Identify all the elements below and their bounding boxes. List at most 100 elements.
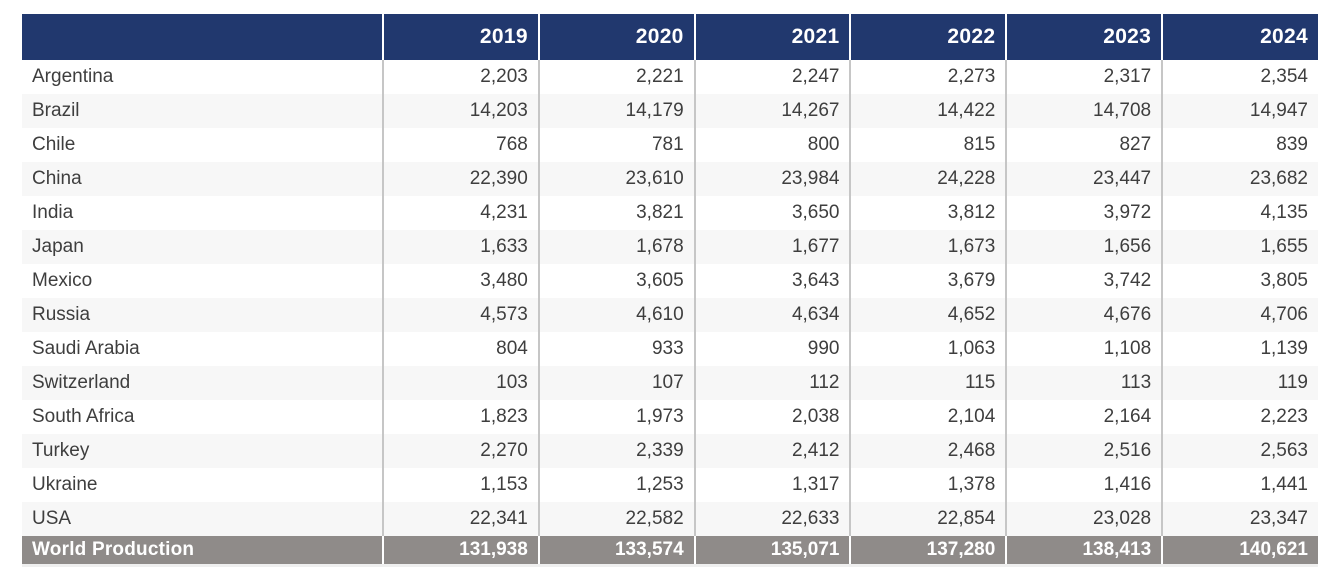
value-cell: 3,812 — [849, 196, 1007, 230]
value-cell: 14,947 — [1161, 94, 1318, 128]
table-footer: World Production 131,938 133,574 135,071 137… — [22, 536, 1318, 564]
value-cell: 4,610 — [537, 298, 695, 332]
total-value-cell: 137,280 — [849, 536, 1007, 564]
total-value-cell: 131,938 — [382, 536, 539, 564]
value-cell: 1,317 — [693, 468, 851, 502]
value-cell: 827 — [1005, 128, 1163, 162]
value-cell: 22,633 — [693, 502, 851, 536]
country-name-cell: India — [32, 202, 74, 223]
value-cell: 2,223 — [1161, 400, 1318, 434]
value-cell: 2,516 — [1005, 434, 1163, 468]
year-header-cell: 2019 — [382, 14, 539, 60]
value-cell: 3,650 — [693, 196, 851, 230]
country-row: Turkey 2,270 2,339 2,412 2,468 2,516 2,563 — [22, 434, 1318, 468]
value-cell: 3,679 — [849, 264, 1007, 298]
table-header: 2019 2020 2021 2022 2023 2024 — [22, 14, 1318, 60]
value-cell: 23,028 — [1005, 502, 1163, 536]
value-cell: 4,634 — [693, 298, 851, 332]
value-cell: 4,231 — [382, 196, 539, 230]
value-cell: 113 — [1005, 366, 1163, 400]
country-row: Saudi Arabia 804 933 990 1,063 1,108 1,139 — [22, 332, 1318, 366]
country-row: Japan 1,633 1,678 1,677 1,673 1,656 1,655 — [22, 230, 1318, 264]
year-header-cell: 2024 — [1161, 14, 1318, 60]
country-row: South Africa 1,823 1,973 2,038 2,104 2,164 2,2… — [22, 400, 1318, 434]
value-cell: 768 — [382, 128, 539, 162]
value-cell: 2,317 — [1005, 60, 1163, 94]
value-cell: 2,104 — [849, 400, 1007, 434]
value-cell: 2,247 — [693, 60, 851, 94]
production-table-container: 2019 2020 2021 2022 2023 2024 Argentina 2,203 2… — [22, 14, 1318, 567]
value-cell: 1,063 — [849, 332, 1007, 366]
value-cell: 1,416 — [1005, 468, 1163, 502]
value-cell: 1,655 — [1161, 230, 1318, 264]
value-cell: 1,678 — [537, 230, 695, 264]
value-cell: 14,203 — [382, 94, 539, 128]
value-cell: 3,742 — [1005, 264, 1163, 298]
value-cell: 839 — [1161, 128, 1318, 162]
country-name-cell: Mexico — [32, 270, 93, 291]
country-row: Russia 4,573 4,610 4,634 4,652 4,676 4,706 — [22, 298, 1318, 332]
value-cell: 1,677 — [693, 230, 851, 264]
year-header-cell: 2022 — [849, 14, 1007, 60]
value-cell: 3,972 — [1005, 196, 1163, 230]
value-cell: 23,447 — [1005, 162, 1163, 196]
country-name-cell: China — [32, 168, 82, 189]
year-header-cell: 2020 — [537, 14, 695, 60]
value-cell: 804 — [382, 332, 539, 366]
country-row: Chile 768 781 800 815 827 839 — [22, 128, 1318, 162]
country-name-cell: Turkey — [32, 440, 90, 461]
total-value-cell: 140,621 — [1161, 536, 1318, 564]
value-cell: 1,108 — [1005, 332, 1163, 366]
country-name-cell: Russia — [32, 304, 91, 325]
value-cell: 14,422 — [849, 94, 1007, 128]
corner-header-cell — [22, 14, 383, 60]
value-cell: 933 — [537, 332, 695, 366]
value-cell: 2,412 — [693, 434, 851, 468]
value-cell: 107 — [537, 366, 695, 400]
value-cell: 2,164 — [1005, 400, 1163, 434]
country-row: Switzerland 103 107 112 115 113 119 — [22, 366, 1318, 400]
value-cell: 112 — [693, 366, 851, 400]
country-row: USA 22,341 22,582 22,633 22,854 23,028 23,347 — [22, 502, 1318, 536]
value-cell: 1,823 — [382, 400, 539, 434]
value-cell: 815 — [849, 128, 1007, 162]
value-cell: 1,253 — [537, 468, 695, 502]
value-cell: 1,973 — [537, 400, 695, 434]
value-cell: 2,339 — [537, 434, 695, 468]
value-cell: 2,270 — [382, 434, 539, 468]
value-cell: 1,153 — [382, 468, 539, 502]
production-table: 2019 2020 2021 2022 2023 2024 Argentina 2,203 2… — [22, 14, 1318, 564]
year-header-cell: 2021 — [693, 14, 851, 60]
country-name-cell: Argentina — [32, 66, 114, 87]
value-cell: 1,139 — [1161, 332, 1318, 366]
value-cell: 22,854 — [849, 502, 1007, 536]
value-cell: 3,480 — [382, 264, 539, 298]
country-name-cell: South Africa — [32, 406, 135, 427]
value-cell: 2,203 — [382, 60, 539, 94]
value-cell: 3,805 — [1161, 264, 1318, 298]
value-cell: 103 — [382, 366, 539, 400]
country-row: Argentina 2,203 2,221 2,247 2,273 2,317 2,354 — [22, 60, 1318, 94]
country-name-cell: Brazil — [32, 100, 80, 121]
value-cell: 800 — [693, 128, 851, 162]
value-cell: 781 — [537, 128, 695, 162]
value-cell: 1,656 — [1005, 230, 1163, 264]
year-header-cell: 2023 — [1005, 14, 1163, 60]
value-cell: 2,563 — [1161, 434, 1318, 468]
value-cell: 3,605 — [537, 264, 695, 298]
world-production-row: World Production 131,938 133,574 135,071 137… — [22, 536, 1318, 564]
value-cell: 14,267 — [693, 94, 851, 128]
country-name-cell: Chile — [32, 134, 76, 155]
total-value-cell: 133,574 — [537, 536, 695, 564]
value-cell: 22,390 — [382, 162, 539, 196]
country-name-cell: USA — [32, 508, 72, 529]
value-cell: 14,179 — [537, 94, 695, 128]
value-cell: 1,378 — [849, 468, 1007, 502]
value-cell: 1,633 — [382, 230, 539, 264]
value-cell: 4,573 — [382, 298, 539, 332]
country-row: India 4,231 3,821 3,650 3,812 3,972 4,135 — [22, 196, 1318, 230]
value-cell: 23,984 — [693, 162, 851, 196]
value-cell: 4,706 — [1161, 298, 1318, 332]
value-cell: 14,708 — [1005, 94, 1163, 128]
value-cell: 4,135 — [1161, 196, 1318, 230]
